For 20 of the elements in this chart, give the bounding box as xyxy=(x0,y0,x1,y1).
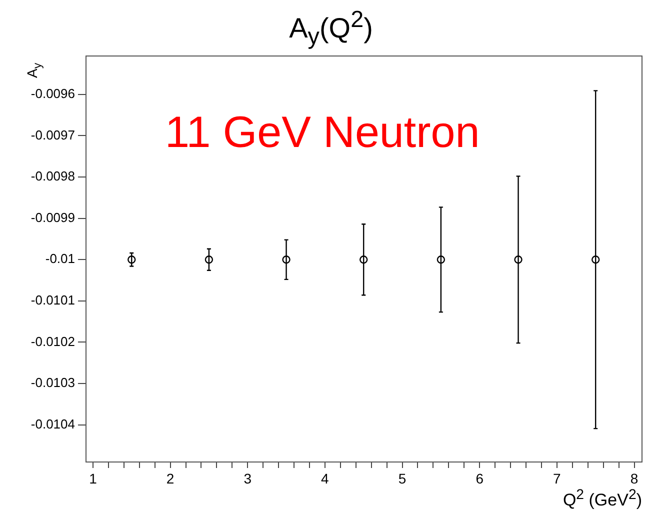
x-tick-label: 1 xyxy=(89,470,98,486)
y-tick-label: -0.0097 xyxy=(30,127,75,142)
y-tick-label: -0.0096 xyxy=(30,86,75,101)
x-axis-title: Q$^{2}$ (GeV$^{2}$) xyxy=(562,487,642,511)
x-tick-label: 2 xyxy=(166,470,174,486)
y-tick-label: -0.0101 xyxy=(30,292,75,308)
x-tick-label: 5 xyxy=(398,470,406,486)
y-tick-label: -0.01 xyxy=(45,251,75,266)
y-tick-label: -0.0104 xyxy=(30,416,75,432)
x-tick-label: 3 xyxy=(244,470,252,486)
y-tick-label: -0.0098 xyxy=(30,168,75,184)
x-tick-label: 4 xyxy=(321,470,330,486)
x-tick-label: 8 xyxy=(630,470,638,486)
x-tick-label: 6 xyxy=(476,470,484,486)
chart-title: A$_{y}$(Q$^{2}$) xyxy=(288,6,374,50)
annotation: 11 GeV Neutron xyxy=(165,108,480,158)
y-tick-label: -0.0103 xyxy=(30,375,75,390)
y-tick-label: -0.0099 xyxy=(30,210,75,225)
x-tick-label: 7 xyxy=(553,470,562,486)
y-tick-label: -0.0102 xyxy=(30,334,75,349)
